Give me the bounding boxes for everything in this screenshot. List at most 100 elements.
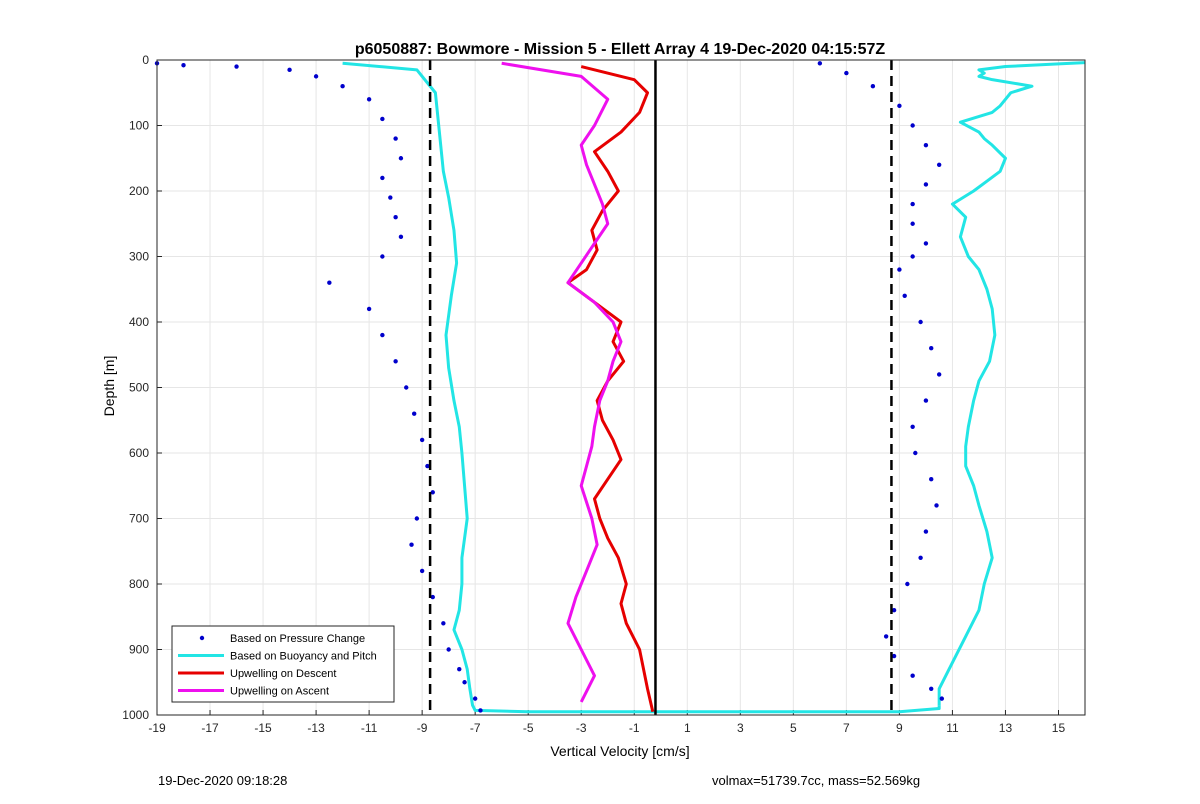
- y-tick-label: 0: [142, 53, 149, 67]
- pressure-change-point: [910, 424, 915, 429]
- pressure-change-point: [905, 581, 910, 587]
- pressure-change-point: [380, 332, 385, 338]
- pressure-change-point: [923, 398, 929, 403]
- footer-timestamp: 19-Dec-2020 09:18:28: [158, 773, 288, 788]
- pressure-change-point: [918, 555, 923, 560]
- x-tick-label: 9: [896, 721, 903, 735]
- pressure-change-point: [414, 516, 420, 521]
- legend-swatch-dot: [199, 635, 205, 641]
- pressure-change-point: [472, 696, 478, 701]
- y-tick-label: 100: [129, 119, 149, 133]
- pressure-change-point: [910, 123, 915, 128]
- pressure-change-point: [404, 385, 409, 390]
- plot-area: -19 -17 -15 -13 -11 -9 -7 -5 -3 -1 1 3 5 7 9 11 13 150100…: [122, 53, 1086, 735]
- pressure-change-point: [870, 84, 876, 89]
- y-tick-label: 800: [129, 577, 149, 591]
- legend: Based on Pressure Change Based on Buoyanc…: [171, 625, 395, 703]
- x-tick-label: 1: [684, 721, 691, 735]
- pressure-change-point: [388, 195, 393, 200]
- pressure-change-point: [181, 63, 186, 68]
- legend-label: Upwelling on Descent: [230, 668, 336, 680]
- pressure-change-point: [313, 74, 319, 79]
- pressure-change-point: [918, 319, 923, 325]
- pressure-change-point: [340, 84, 345, 89]
- pressure-change-point: [817, 61, 823, 66]
- pressure-change-point: [929, 477, 934, 482]
- x-tick-label: 11: [946, 721, 959, 735]
- pressure-change-point: [923, 182, 929, 187]
- x-tick-label: -9: [417, 721, 428, 735]
- pressure-change-point: [393, 136, 398, 141]
- legend-label: Based on Pressure Change: [230, 633, 365, 645]
- pressure-change-point: [910, 254, 915, 259]
- upwelling-descent-line: [566, 65, 655, 713]
- upwelling-ascent-line: [501, 61, 623, 703]
- pressure-change-point: [844, 70, 849, 76]
- pressure-change-point: [891, 608, 897, 613]
- pressure-change-point: [902, 293, 907, 298]
- x-tick-label: 3: [737, 721, 744, 735]
- y-tick-label: 500: [129, 381, 149, 395]
- buoyancy-pitch-line: [937, 61, 1086, 706]
- x-tick-label: -11: [361, 721, 378, 735]
- pressure-change-point: [929, 346, 934, 351]
- pressure-change-point: [419, 437, 425, 443]
- y-tick-label: 200: [129, 184, 149, 198]
- pressure-change-point: [478, 708, 483, 713]
- pressure-change-point: [430, 594, 435, 600]
- legend-label: Based on Buoyancy and Pitch: [230, 651, 377, 663]
- pressure-change-point: [425, 463, 430, 469]
- pressure-change-point: [393, 359, 398, 364]
- legend-label: Upwelling on Ascent: [230, 686, 329, 698]
- pressure-change-point: [883, 634, 889, 639]
- y-tick-label: 400: [129, 315, 149, 329]
- y-tick-label: 1000: [122, 708, 149, 722]
- x-tick-label: -19: [148, 721, 166, 735]
- pressure-change-point: [393, 215, 398, 220]
- pressure-change-point: [398, 156, 404, 161]
- x-tick-label: -7: [470, 721, 481, 735]
- pressure-change-point: [934, 503, 939, 508]
- y-tick-label: 300: [129, 250, 149, 264]
- axes-frame: [156, 59, 1086, 716]
- pressure-change-point: [936, 372, 942, 377]
- footer-volmax-mass: volmax=51739.7cc, mass=52.569kg: [712, 773, 921, 788]
- x-tick-label: 15: [1052, 721, 1066, 735]
- x-tick-label: -1: [629, 721, 640, 735]
- x-tick-label: -13: [307, 721, 325, 735]
- pressure-change-point: [457, 666, 462, 672]
- y-axis-label: Depth [m]: [101, 356, 117, 417]
- x-axis-label: Vertical Velocity [cm/s]: [550, 743, 689, 759]
- pressure-change-point: [462, 680, 467, 685]
- pressure-change-point: [287, 67, 292, 73]
- pressure-change-point: [380, 116, 385, 122]
- buoyancy-pitch-line: [342, 61, 941, 714]
- pressure-change-point: [441, 621, 446, 626]
- pressure-change-point: [419, 568, 425, 574]
- pressure-change-point: [910, 201, 915, 207]
- pressure-change-point: [380, 175, 385, 181]
- pressure-change-point: [366, 97, 372, 102]
- chart-title: p6050887: Bowmore - Mission 5 - Ellett A…: [355, 41, 886, 58]
- y-tick-label: 700: [129, 512, 149, 526]
- pressure-change-point: [891, 653, 897, 659]
- pressure-change-point: [910, 221, 915, 226]
- pressure-change-point: [366, 306, 372, 312]
- pressure-change-point: [910, 673, 915, 678]
- pressure-change-point: [327, 280, 332, 285]
- pressure-change-point: [398, 234, 404, 240]
- pressure-change-point: [913, 450, 918, 456]
- x-tick-label: 13: [999, 721, 1013, 735]
- pressure-change-point: [897, 267, 902, 272]
- x-tick-label: -17: [201, 721, 219, 735]
- pressure-change-point: [923, 529, 929, 534]
- x-tick-label: 7: [843, 721, 850, 735]
- x-tick-label: -15: [254, 721, 272, 735]
- pressure-change-point: [380, 254, 385, 259]
- x-tick-label: 5: [790, 721, 797, 735]
- pressure-change-point: [411, 411, 417, 416]
- pressure-change-point: [430, 490, 435, 495]
- pressure-change-point: [897, 103, 902, 109]
- x-tick-label: -5: [523, 721, 534, 735]
- pressure-change-point: [234, 64, 239, 69]
